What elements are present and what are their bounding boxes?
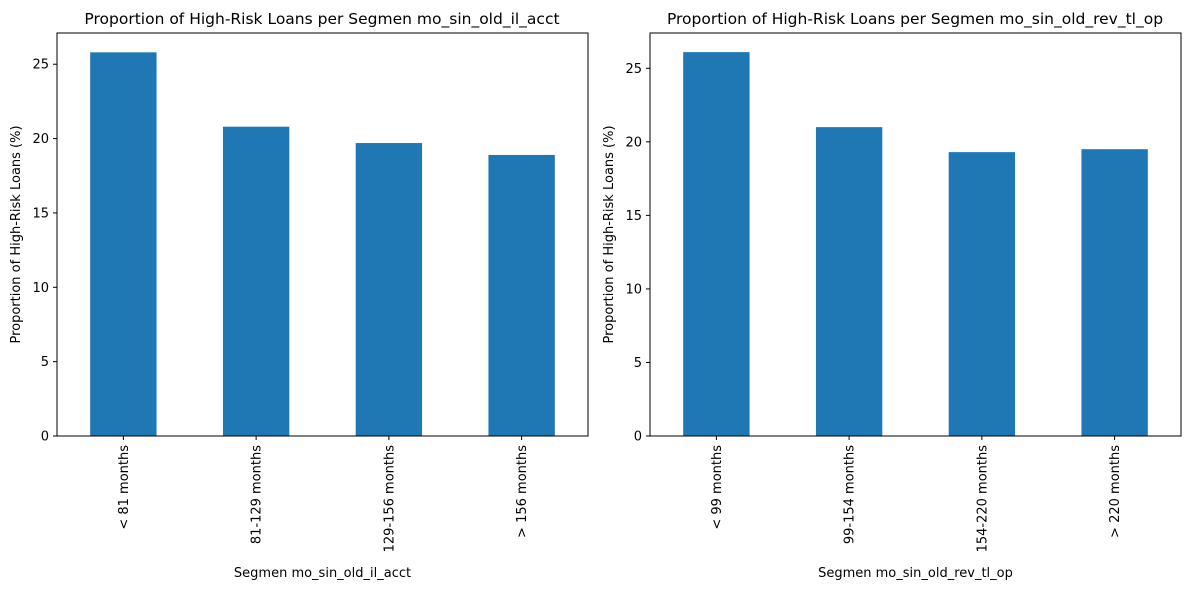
chart-title: Proportion of High-Risk Loans per Segmen…	[84, 10, 559, 29]
y-tick-label: 0	[634, 430, 642, 445]
chart-title: Proportion of High-Risk Loans per Segmen…	[667, 10, 1163, 29]
x-tick-label: 81-129 months	[250, 445, 265, 544]
bar-2	[222, 126, 290, 437]
plot-frame	[56, 32, 589, 437]
y-tick-label: 15	[32, 206, 49, 221]
bar-1	[90, 52, 157, 437]
bar-3	[355, 143, 423, 436]
bar-2	[815, 127, 883, 437]
y-tick-label: 5	[634, 356, 642, 371]
y-tick-label: 10	[32, 281, 49, 296]
bar-1	[683, 52, 750, 437]
x-tick-label: > 156 months	[515, 445, 530, 538]
y-axis-label: Proportion of High-Risk Loans (%)	[602, 125, 617, 343]
x-tick-label: > 220 months	[1108, 445, 1123, 538]
bar-4	[1081, 149, 1148, 437]
y-tick-label: 20	[32, 132, 49, 147]
x-axis-label: Segmen mo_sin_old_il_acct	[234, 566, 411, 581]
x-tick-label: < 99 months	[710, 445, 725, 530]
y-tick-label: 0	[41, 430, 49, 445]
y-tick-label: 20	[625, 135, 642, 150]
bar-4	[488, 154, 555, 436]
x-tick-label: 99-154 months	[843, 445, 858, 544]
y-tick-label: 15	[625, 209, 642, 224]
chart-panel-2: 0 5 10 15 20 25 < 99 months 99-154 months 154-22…	[602, 10, 1182, 581]
y-tick-label: 25	[625, 62, 642, 77]
x-axis-label: Segmen mo_sin_old_rev_tl_op	[818, 566, 1013, 581]
x-tick-label: 129-156 months	[382, 445, 397, 553]
y-tick-label: 10	[625, 282, 642, 297]
y-axis-label: Proportion of High-Risk Loans (%)	[9, 125, 24, 343]
chart-panel-1: 0 5 10 15 20 25 < 81 months 81-129 months 129-15…	[9, 10, 589, 581]
y-tick-label: 25	[32, 58, 49, 73]
plot-frame	[649, 32, 1182, 437]
x-tick-label: < 81 months	[117, 445, 132, 530]
x-tick-label: 154-220 months	[975, 445, 990, 553]
y-tick-label: 5	[41, 355, 49, 370]
bar-3	[948, 152, 1016, 436]
